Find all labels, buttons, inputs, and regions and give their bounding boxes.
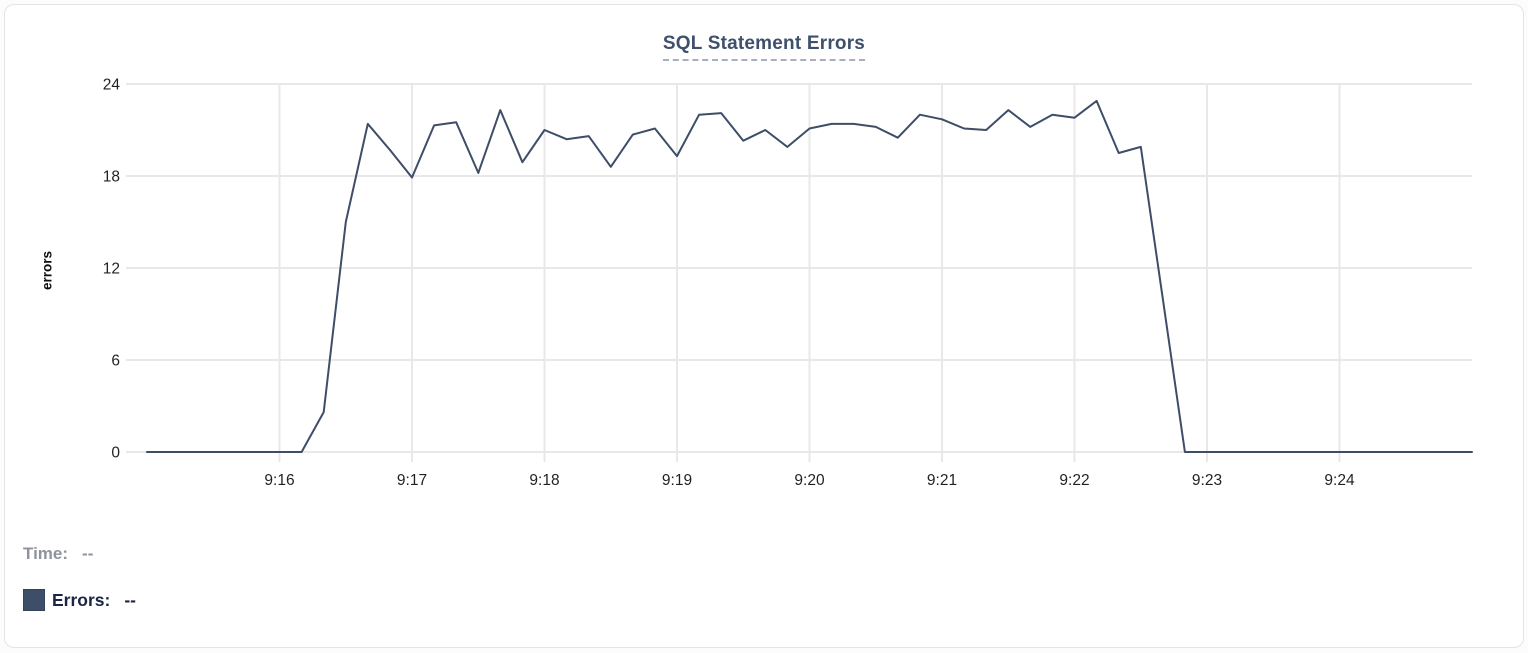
tooltip-time-label: Time:	[23, 544, 69, 563]
tooltip-errors-label: Errors:	[52, 589, 111, 610]
chart-title-link[interactable]: SQL Statement Errors	[662, 33, 866, 61]
x-tick-label: 9:21	[927, 472, 957, 489]
x-tick-label: 9:19	[662, 472, 692, 489]
x-tick-label: 9:16	[264, 472, 294, 489]
y-tick-label: 6	[111, 353, 120, 370]
x-tick-label: 9:23	[1192, 472, 1222, 489]
chart-header: SQL Statement Errors	[5, 33, 1523, 61]
x-tick-label: 9:18	[529, 472, 559, 489]
tooltip-errors-row: Errors: --	[23, 587, 136, 613]
y-tick-label: 18	[103, 169, 120, 186]
y-axis-title: errors	[39, 250, 55, 291]
x-tick-label: 9:20	[794, 472, 825, 489]
errors-series-swatch	[23, 589, 45, 611]
chart-card: 0 6 12 18 24 9:16 9:17 9:18 9:19 9:20 9:21 9:22 9:23…	[4, 4, 1524, 648]
tooltip-time-value: --	[82, 544, 94, 563]
x-tick-label: 9:17	[397, 472, 427, 489]
tooltip-errors-value: --	[124, 589, 137, 610]
y-tick-label: 12	[103, 261, 120, 278]
x-tick-label: 9:24	[1324, 472, 1355, 489]
tooltip-time-row: Time: --	[23, 541, 136, 567]
y-tick-label: 0	[111, 445, 120, 462]
hover-readout: Time: -- Errors: --	[23, 541, 136, 613]
x-tick-label: 9:22	[1059, 472, 1089, 489]
y-tick-label: 24	[103, 77, 121, 94]
errors-series-line	[146, 99, 1473, 453]
